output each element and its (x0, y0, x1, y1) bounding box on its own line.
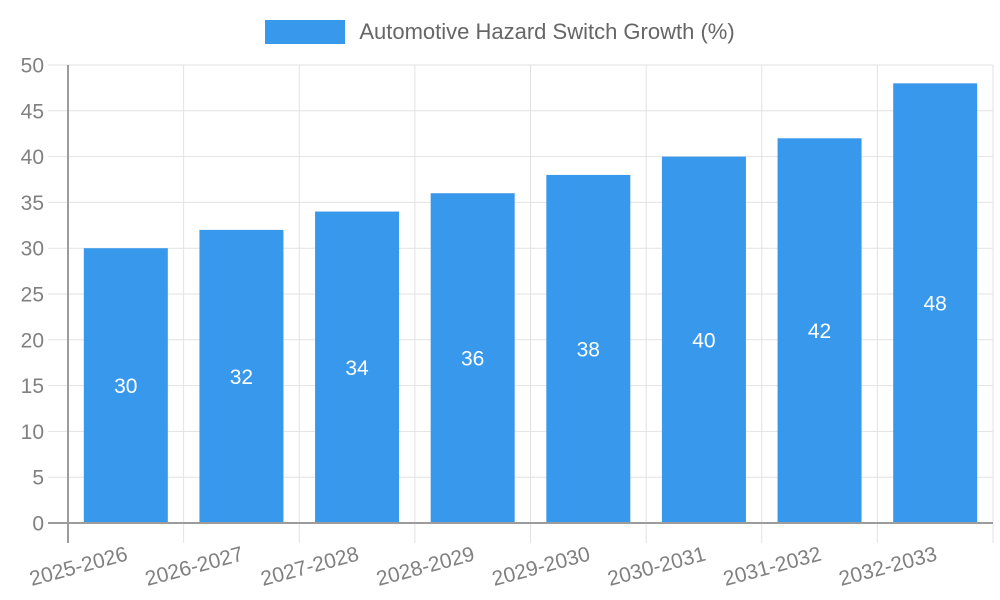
x-tick-label: 2026-2027 (143, 543, 246, 591)
bar-2032-2033[interactable] (893, 83, 978, 522)
bar-2025-2026[interactable] (83, 248, 168, 522)
bar-value-label: 34 (345, 357, 369, 380)
y-tick-label: 25 (21, 284, 44, 307)
x-tick-label: 2031-2032 (721, 543, 824, 591)
bar-value-label: 36 (461, 348, 484, 371)
y-tick-label: 10 (21, 421, 44, 444)
y-tick-label: 50 (21, 55, 44, 78)
y-tick-label: 15 (21, 375, 44, 398)
bar-value-label: 48 (924, 293, 947, 316)
bar-value-label: 42 (808, 320, 831, 343)
x-tick-label: 2032-2033 (837, 543, 940, 591)
bar-2026-2027[interactable] (199, 229, 284, 522)
y-tick-label: 40 (21, 146, 44, 169)
y-tick-label: 35 (21, 192, 44, 215)
chart-legend[interactable]: Automotive Hazard Switch Growth (%) (0, 19, 1000, 45)
bar-value-label: 30 (114, 375, 137, 398)
x-tick-label: 2030-2031 (605, 543, 708, 591)
x-tick-label: 2025-2026 (27, 543, 130, 591)
y-tick-label: 0 (32, 513, 44, 536)
legend-label: Automotive Hazard Switch Growth (%) (359, 19, 735, 44)
y-tick-label: 20 (21, 329, 44, 352)
bar-value-label: 40 (692, 329, 715, 352)
x-tick-label: 2028-2029 (374, 543, 477, 591)
bar-2031-2032[interactable] (777, 138, 862, 522)
bar-2030-2031[interactable] (661, 156, 746, 522)
y-tick-label: 5 (32, 467, 44, 490)
x-tick-label: 2029-2030 (490, 543, 593, 591)
bar-2029-2030[interactable] (546, 174, 631, 523)
y-tick-label: 30 (21, 238, 44, 261)
bar-2028-2029[interactable] (430, 193, 515, 523)
y-tick-label: 45 (21, 100, 44, 123)
bar-value-label: 38 (577, 338, 600, 361)
x-tick-label: 2027-2028 (258, 543, 361, 591)
legend-swatch (265, 20, 346, 44)
bar-2027-2028[interactable] (315, 211, 400, 522)
bar-value-label: 32 (230, 366, 253, 389)
